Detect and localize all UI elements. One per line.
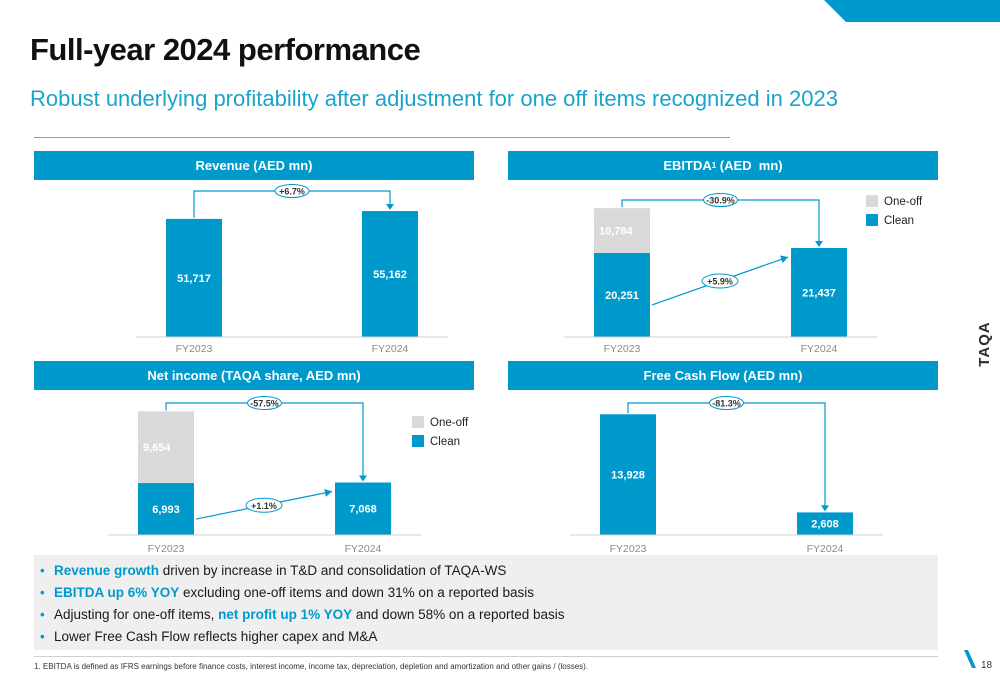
- change-badge: [247, 396, 282, 410]
- bullet-text: excluding one-off items and down 31% on …: [179, 585, 535, 600]
- page-title: Full-year 2024 performance: [30, 32, 421, 67]
- clean-change-badge: [245, 497, 283, 513]
- bullet-highlight: net profit up 1% YOY: [218, 607, 353, 622]
- bar-clean-fy2023: [594, 252, 650, 337]
- change-bracket: [165, 402, 364, 477]
- legend-label: One-off: [430, 417, 469, 429]
- ebitda-chart: 10,784 20,251 FY2023 21,437 FY2024 -30.9% +5.9…: [564, 193, 923, 355]
- bullet-text: Lower Free Cash Flow reflects higher cap…: [54, 629, 378, 644]
- taqa-logo: TAQA: [976, 321, 993, 366]
- category-label: FY2023: [610, 543, 647, 555]
- data-label-oneoff: 9,654: [143, 442, 171, 454]
- revenue-header-text: Revenue (AED mn): [195, 158, 313, 173]
- category-label: FY2024: [801, 343, 838, 355]
- corner-accent: [824, 0, 1000, 22]
- legend-label: Clean: [884, 215, 914, 227]
- bullet-marker: •: [40, 563, 45, 578]
- legend-swatch-one-off: [866, 195, 878, 207]
- clean-change-label: +5.9%: [707, 276, 733, 286]
- bullet-marker: •: [40, 629, 45, 644]
- bar-clean-fy2024: [362, 211, 418, 337]
- category-label: FY2023: [604, 343, 641, 355]
- title-divider: [34, 137, 730, 138]
- ebitda-header-main: EBITDA: [663, 158, 712, 173]
- category-label: FY2024: [807, 543, 844, 555]
- data-label-clean: 7,068: [349, 504, 377, 516]
- category-label: FY2024: [372, 343, 409, 355]
- change-badge: [709, 396, 744, 410]
- arrow-head: [359, 475, 367, 482]
- legend-label: Clean: [430, 436, 460, 448]
- bullet-fcf: • Lower Free Cash Flow reflects higher ca…: [40, 629, 377, 644]
- bar-clean-fy2024: [797, 512, 853, 535]
- data-label-clean: 55,162: [373, 269, 407, 281]
- bullet-suffix: and down 58% on a reported basis: [352, 607, 565, 622]
- clean-change-label: +1.1%: [251, 501, 277, 511]
- key-points-box: • Revenue growth driven by increase in T&…: [34, 555, 938, 650]
- bullet-highlight: EBITDA up 6% YOY: [54, 585, 180, 600]
- bullet-marker: •: [40, 585, 45, 600]
- bar-oneoff-fy2023: [138, 411, 194, 484]
- bar-clean-fy2023: [166, 218, 222, 337]
- change-label: +6.7%: [279, 187, 305, 197]
- legend-swatch-clean: [412, 435, 424, 447]
- page-subtitle: Robust underlying profitability after ad…: [30, 86, 838, 111]
- net-income-header-text: Net income (TAQA share, AED mn): [147, 368, 361, 383]
- bullet-highlight: Revenue growth: [54, 563, 160, 578]
- data-label-clean: 6,993: [152, 504, 180, 516]
- ebitda-header-tail: (AED mn): [716, 158, 783, 173]
- bullet-text: Adjusting for one-off items,: [54, 607, 219, 622]
- fcf-panel-header: Free Cash Flow (AED mn): [508, 361, 938, 390]
- footnote: 1. EBITDA is defined as IFRS earnings be…: [34, 662, 589, 671]
- category-label: FY2023: [176, 343, 213, 355]
- change-bracket: [627, 402, 826, 507]
- legend-swatch-one-off: [412, 416, 424, 428]
- page-number: 18: [981, 660, 993, 671]
- data-label-clean: 20,251: [605, 290, 639, 302]
- change-label: -30.9%: [706, 196, 735, 206]
- data-label-clean: 21,437: [802, 288, 836, 300]
- bullet-text: driven by increase in T&D and consolidat…: [159, 563, 507, 578]
- arrow-head: [815, 241, 823, 248]
- change-label: -81.3%: [712, 399, 741, 409]
- footnote-divider: [34, 656, 938, 657]
- revenue-chart: 51,717 FY2023 55,162 FY2024 +6.7%: [136, 184, 448, 355]
- data-label-clean: 13,928: [611, 470, 645, 482]
- legend-label: One-off: [884, 196, 923, 208]
- revenue-panel-header: Revenue (AED mn): [34, 151, 474, 180]
- arrow-head: [386, 204, 394, 211]
- slash-icon: [964, 650, 976, 668]
- clean-arrow-head: [324, 488, 332, 497]
- data-label-clean: 51,717: [177, 273, 211, 285]
- bullet-revenue: • Revenue growth driven by increase in T&…: [40, 563, 506, 578]
- legend-swatch-clean: [866, 214, 878, 226]
- fcf-chart: 13,928 FY2023 2,608 FY2024 -81.3%: [570, 396, 883, 555]
- category-label: FY2023: [148, 543, 185, 555]
- bullet-marker: •: [40, 607, 45, 622]
- ebitda-panel-header: EBITDA 1 (AED mn): [508, 151, 938, 180]
- ebitda-header-footnote-ref: 1: [711, 161, 717, 170]
- data-label-oneoff: 10,784: [599, 226, 634, 238]
- change-badge: [703, 193, 738, 207]
- bar-clean-fy2023: [138, 483, 194, 535]
- category-label: FY2024: [345, 543, 382, 555]
- bullet-net-profit: • Adjusting for one-off items, net profit…: [40, 607, 565, 622]
- brand-wordmark: TAQA: [976, 321, 993, 366]
- arrow-head: [821, 505, 829, 512]
- bar-clean-fy2024: [335, 482, 391, 535]
- clean-change-badge: [701, 273, 739, 289]
- change-label: -57.5%: [250, 399, 279, 409]
- bar-oneoff-fy2023: [594, 208, 650, 253]
- bar-clean-fy2024: [791, 248, 847, 337]
- bar-clean-fy2023: [600, 414, 656, 535]
- clean-arrow-head: [780, 255, 788, 264]
- change-badge: [274, 184, 310, 198]
- net-income-chart: 9,654 6,993 FY2023 7,068 FY2024 -57.5% +1.1% On…: [108, 396, 469, 555]
- net-income-panel-header: Net income (TAQA share, AED mn): [34, 361, 474, 390]
- data-label-clean: 2,608: [811, 519, 839, 531]
- fcf-header-text: Free Cash Flow (AED mn): [643, 368, 803, 383]
- bullet-ebitda: • EBITDA up 6% YOY excluding one-off item…: [40, 585, 534, 600]
